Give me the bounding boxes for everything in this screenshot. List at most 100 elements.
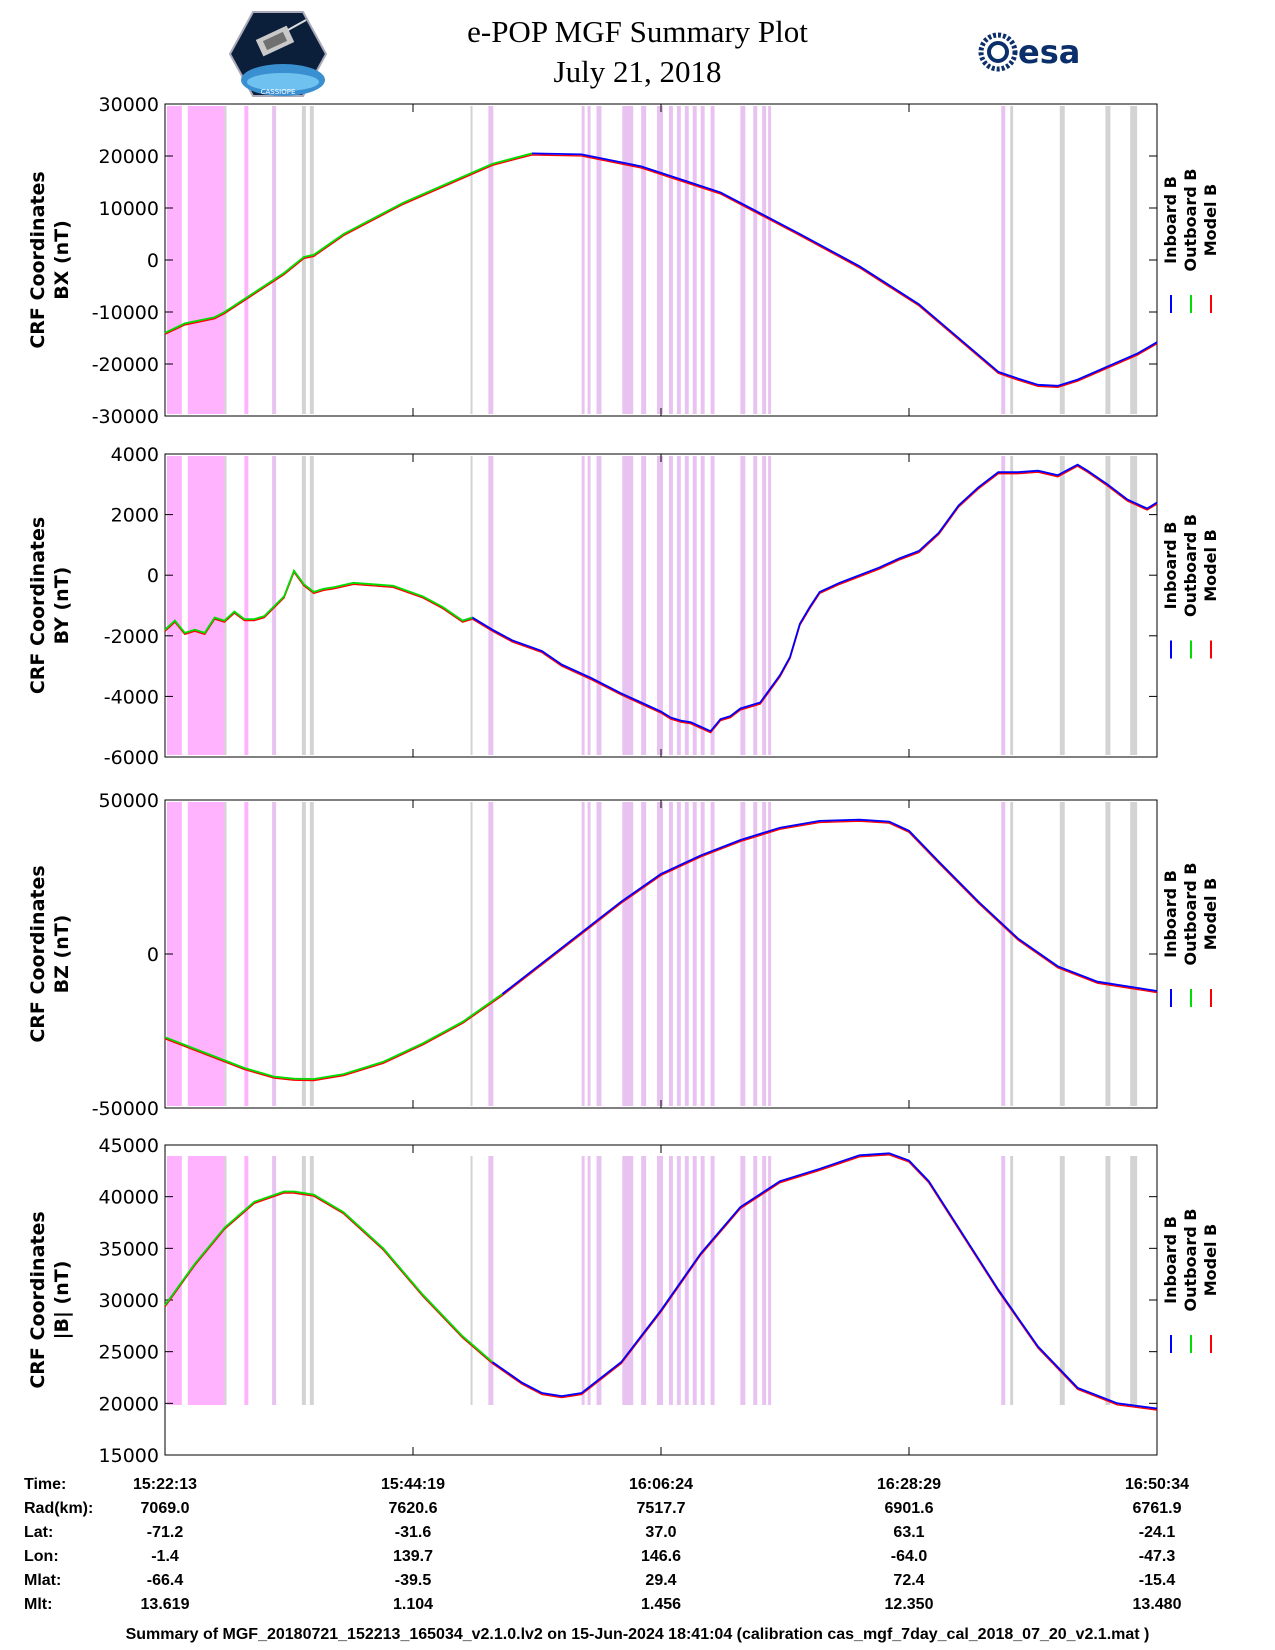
y-axis-label: CRF Coordinates BX (nT) (27, 171, 73, 348)
event-band (700, 802, 705, 1106)
event-band (166, 1156, 182, 1405)
event-band (700, 456, 705, 755)
event-band (301, 1156, 306, 1405)
event-band (244, 802, 249, 1106)
legend-label: Model B (1201, 529, 1220, 601)
event-band (187, 456, 225, 755)
series-model-b (164, 154, 1158, 389)
y-tick-label: 30000 (99, 94, 159, 116)
series-inboard-b (531, 152, 1158, 387)
event-band (768, 802, 772, 1106)
event-band (1105, 456, 1111, 755)
event-band (301, 106, 306, 414)
event-band (762, 106, 767, 414)
cassiope-logo: CASSIOPE (228, 11, 328, 97)
event-band (657, 456, 663, 755)
panel-BY: 4000 2000 0 -2000 -4000 -6000 CRF Coordinates B… (27, 444, 1220, 769)
series-outboard-b (164, 152, 533, 334)
event-band (1105, 802, 1111, 1106)
series-outboard-b (164, 993, 503, 1080)
event-band (587, 456, 591, 755)
event-band (272, 106, 277, 414)
event-band (762, 456, 767, 755)
event-band (1059, 456, 1065, 755)
event-band (1001, 1156, 1006, 1405)
event-band (710, 802, 715, 1106)
event-band (684, 456, 689, 755)
event-band (309, 456, 314, 755)
event-band (244, 456, 249, 755)
event-band (692, 1156, 697, 1405)
event-band (641, 456, 647, 755)
event-band (622, 456, 634, 755)
event-band (768, 456, 772, 755)
event-band (676, 802, 681, 1106)
event-band (470, 802, 473, 1106)
event-band (309, 1156, 314, 1405)
event-band (187, 1156, 225, 1405)
event-band (753, 1156, 758, 1405)
event-band (753, 106, 758, 414)
event-band (753, 802, 758, 1106)
event-band (1001, 456, 1006, 755)
series-inboard-b (501, 818, 1158, 995)
series-inboard-b (462, 463, 1158, 733)
event-band (753, 456, 758, 755)
y-tick-label: 20000 (99, 146, 159, 168)
y-tick-label: 0 (147, 250, 159, 272)
y-tick-label: -50000 (92, 1098, 159, 1120)
y-tick-label: 4000 (111, 444, 159, 466)
event-band (1001, 802, 1006, 1106)
y-tick-label: -4000 (104, 686, 159, 708)
legend: Inboard B Outboard B Model B (1161, 514, 1220, 659)
y-tick-label: 40000 (99, 1187, 159, 1209)
event-band (641, 1156, 647, 1405)
series-outboard-b (164, 1190, 493, 1363)
panel-BX: 30000 20000 10000 0 -10000 -20000 -30000 CRF Co… (27, 94, 1220, 428)
y-tick-label: 20000 (99, 1393, 159, 1415)
legend-label: Outboard B (1181, 514, 1200, 617)
event-band (1105, 106, 1111, 414)
event-band (622, 106, 634, 414)
event-band (224, 456, 227, 755)
series-outboard-b (164, 568, 473, 634)
event-band (684, 802, 689, 1106)
event-band (596, 106, 602, 414)
event-band (641, 802, 647, 1106)
event-band (684, 1156, 689, 1405)
event-band (166, 456, 182, 755)
event-band (1130, 456, 1138, 755)
event-band (244, 106, 249, 414)
legend-label: Model B (1201, 184, 1220, 256)
event-band (1059, 106, 1065, 414)
event-band (470, 106, 473, 414)
logo-right-text: esa (1018, 33, 1080, 71)
series-model-b (164, 820, 1158, 1082)
y-tick-label: -6000 (104, 747, 159, 769)
event-band (166, 802, 182, 1106)
y-tick-label: -20000 (92, 354, 159, 376)
y-axis-label: CRF Coordinates BY (nT) (27, 517, 73, 694)
event-band (668, 802, 673, 1106)
event-band (740, 802, 746, 1106)
event-band (1130, 1156, 1138, 1405)
event-band (596, 1156, 602, 1405)
legend-label: Inboard B (1161, 870, 1180, 958)
event-band (488, 1156, 494, 1405)
event-band (768, 1156, 772, 1405)
legend-label: Outboard B (1181, 1209, 1200, 1312)
event-band (587, 1156, 591, 1405)
event-band (581, 802, 585, 1106)
event-band (710, 456, 715, 755)
event-band (762, 1156, 767, 1405)
y-tick-label: 15000 (99, 1445, 159, 1467)
plot-date: July 21, 2018 (553, 54, 722, 89)
event-band (224, 802, 227, 1106)
event-band (301, 802, 306, 1106)
event-band (309, 802, 314, 1106)
event-band (244, 1156, 249, 1405)
event-band (710, 106, 715, 414)
y-axis-label: CRF Coordinates BZ (nT) (27, 865, 73, 1042)
event-band (1001, 106, 1006, 414)
